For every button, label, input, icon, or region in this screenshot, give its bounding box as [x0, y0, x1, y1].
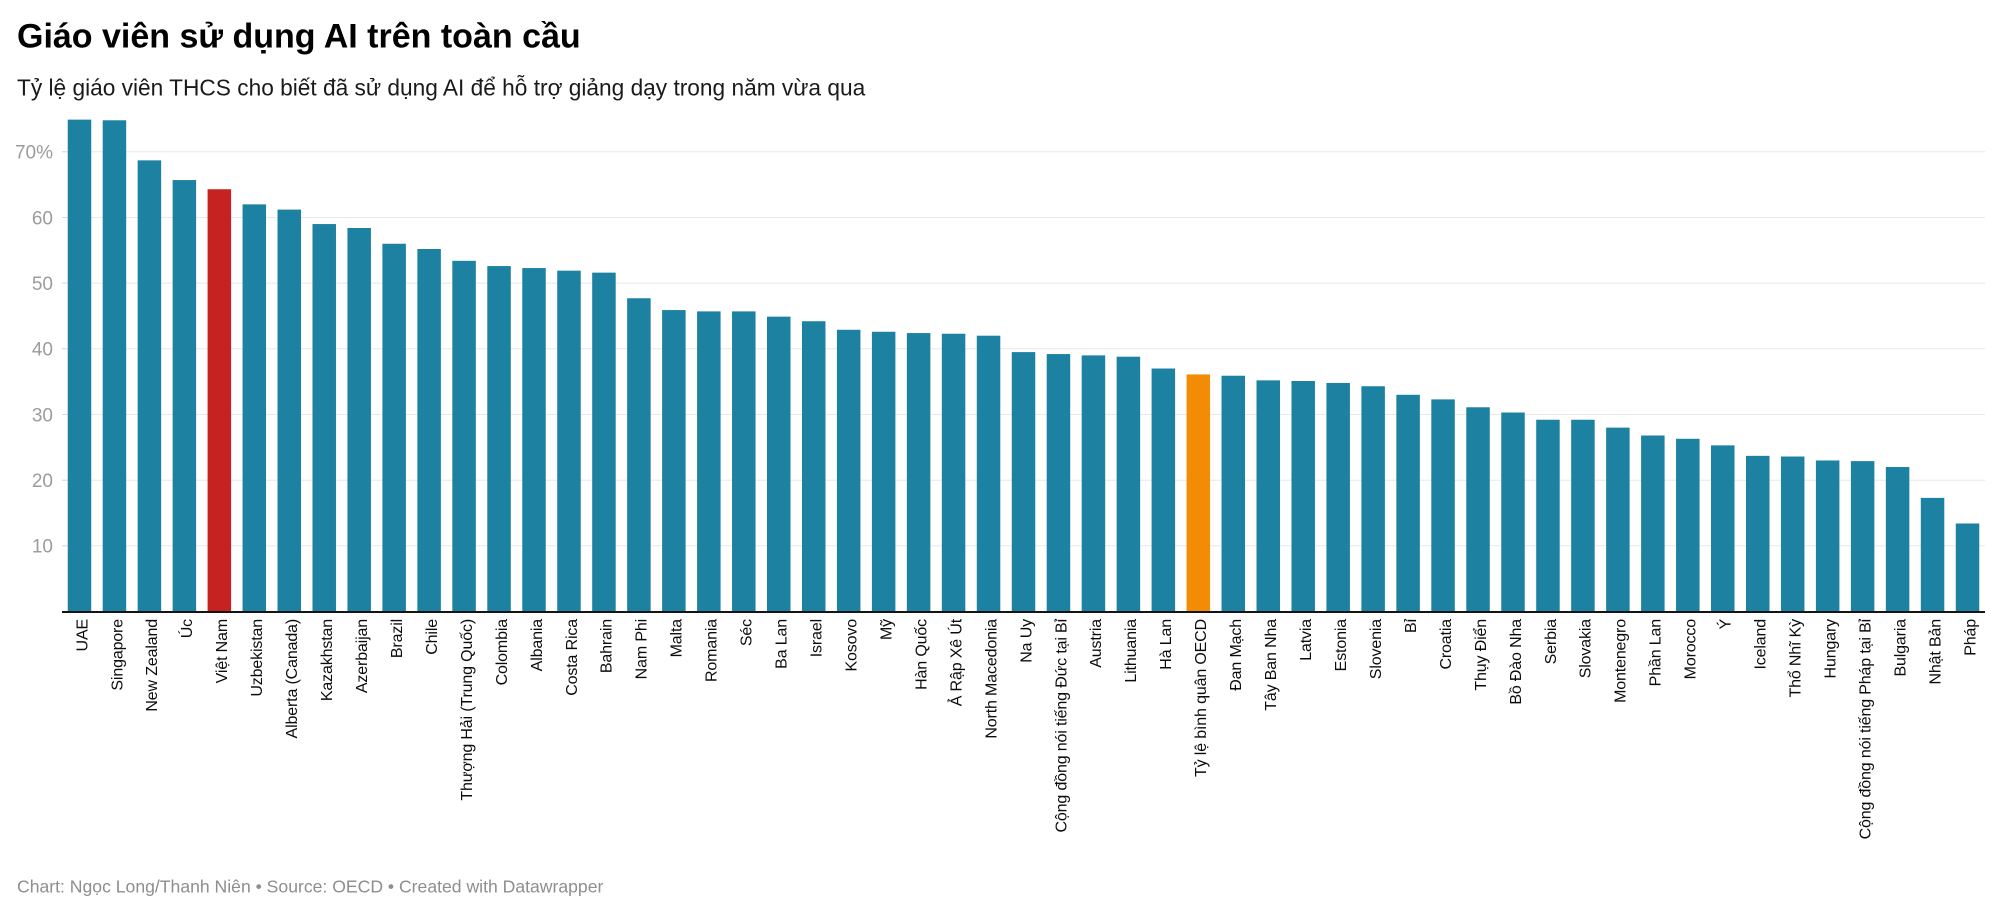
svg-text:Slovenia: Slovenia [1368, 619, 1385, 679]
svg-text:Chile: Chile [424, 619, 441, 655]
svg-text:Nam Phi: Nam Phi [634, 619, 651, 679]
svg-text:Hungary: Hungary [1822, 619, 1839, 679]
svg-text:Thụy Điển: Thụy Điển [1472, 619, 1490, 691]
svg-text:30: 30 [32, 405, 53, 426]
svg-text:Pháp: Pháp [1962, 619, 1979, 656]
svg-text:Chart: Ngọc Long/Thanh Niên •: Chart: Ngọc Long/Thanh Niên • Source: OE… [17, 877, 603, 897]
svg-text:North Macedonia: North Macedonia [983, 619, 1000, 739]
svg-text:Bahrain: Bahrain [599, 619, 616, 673]
svg-text:Israel: Israel [809, 619, 826, 657]
svg-text:Uzbekistan: Uzbekistan [249, 619, 266, 697]
svg-text:Thổ Nhĩ Kỳ: Thổ Nhĩ Kỳ [1787, 619, 1805, 698]
svg-text:Ba Lan: Ba Lan [774, 619, 791, 669]
svg-text:Slovakia: Slovakia [1578, 619, 1595, 679]
svg-text:20: 20 [32, 471, 53, 492]
svg-text:Đan Mạch: Đan Mạch [1228, 619, 1245, 691]
svg-text:Cộng đồng nói tiếng Đức tại Bỉ: Cộng đồng nói tiếng Đức tại Bỉ [1053, 618, 1070, 832]
svg-text:Azerbaijan: Azerbaijan [354, 619, 371, 693]
svg-text:60: 60 [32, 208, 53, 229]
svg-text:Montenegro: Montenegro [1613, 619, 1630, 703]
svg-text:Nhật Bản: Nhật Bản [1927, 619, 1944, 685]
svg-text:Lithuania: Lithuania [1123, 619, 1140, 683]
svg-text:Malta: Malta [669, 619, 686, 658]
svg-text:40: 40 [32, 340, 53, 361]
svg-text:Hà Lan: Hà Lan [1158, 619, 1175, 670]
svg-text:Latvia: Latvia [1298, 619, 1315, 661]
svg-text:Alberta (Canada): Alberta (Canada) [284, 619, 301, 738]
svg-text:Cộng đồng nói tiếng Pháp tại B: Cộng đồng nói tiếng Pháp tại Bỉ [1857, 618, 1874, 839]
svg-text:Tỷ lệ giáo viên THCS cho biết: Tỷ lệ giáo viên THCS cho biết đã sử dụng… [17, 75, 866, 101]
svg-text:Séc: Séc [739, 619, 756, 646]
svg-text:Bulgaria: Bulgaria [1892, 619, 1909, 677]
svg-text:Hàn Quốc: Hàn Quốc [913, 619, 930, 690]
svg-text:Ả Rập Xê Út: Ả Rập Xê Út [946, 618, 965, 706]
svg-text:Croatia: Croatia [1438, 619, 1455, 670]
svg-text:50: 50 [32, 274, 53, 295]
svg-text:Colombia: Colombia [494, 619, 511, 686]
svg-text:Giáo viên sử dụng AI trên toàn: Giáo viên sử dụng AI trên toàn cầu [17, 18, 581, 56]
svg-text:Mỹ: Mỹ [878, 619, 895, 640]
svg-text:Thượng Hải (Trung Quốc): Thượng Hải (Trung Quốc) [459, 619, 476, 801]
svg-text:Na Uy: Na Uy [1018, 619, 1035, 663]
svg-text:Costa Rica: Costa Rica [564, 619, 581, 696]
svg-text:Kosovo: Kosovo [843, 619, 860, 672]
svg-text:Romania: Romania [704, 619, 721, 682]
svg-text:Úc: Úc [177, 619, 196, 638]
svg-text:Ý: Ý [1716, 619, 1735, 630]
svg-text:Bồ Đào Nha: Bồ Đào Nha [1508, 619, 1525, 705]
svg-text:Singapore: Singapore [109, 619, 126, 691]
svg-text:New Zealand: New Zealand [144, 619, 161, 712]
svg-text:70%: 70% [15, 143, 53, 164]
svg-text:Brazil: Brazil [389, 619, 406, 658]
svg-text:Tỷ lệ bình quân OECD: Tỷ lệ bình quân OECD [1193, 619, 1210, 777]
svg-text:10: 10 [32, 537, 53, 558]
svg-text:Morocco: Morocco [1683, 619, 1700, 680]
svg-text:UAE: UAE [74, 619, 91, 651]
svg-text:Estonia: Estonia [1333, 619, 1350, 672]
svg-text:Albania: Albania [529, 619, 546, 672]
svg-text:Việt Nam: Việt Nam [214, 619, 231, 683]
svg-text:Austria: Austria [1088, 619, 1105, 668]
svg-text:Tây Ban Nha: Tây Ban Nha [1263, 619, 1280, 711]
svg-text:Iceland: Iceland [1753, 619, 1770, 670]
svg-text:Serbia: Serbia [1543, 619, 1560, 665]
svg-text:Kazakhstan: Kazakhstan [319, 619, 336, 701]
svg-text:Phần Lan: Phần Lan [1648, 619, 1665, 686]
svg-text:Bỉ: Bỉ [1403, 618, 1420, 633]
